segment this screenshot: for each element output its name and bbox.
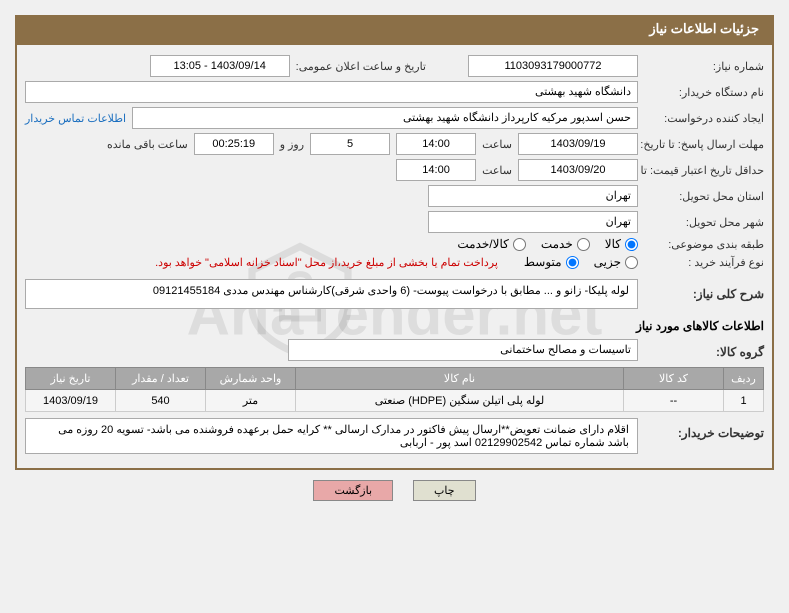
requester-field: حسن اسدپور مرکیه کارپرداز دانشگاه شهید ب… (132, 107, 638, 129)
button-bar: چاپ بازگشت (0, 480, 789, 501)
time-word-2: ساعت (482, 164, 512, 177)
th-date: تاریخ نیاز (26, 368, 116, 390)
countdown-field: 00:25:19 (194, 133, 274, 155)
radio-partial[interactable]: جزیی (594, 255, 638, 269)
goods-info-label: اطلاعات کالاهای مورد نیاز (25, 319, 764, 333)
validity-date-field: 1403/09/20 (518, 159, 638, 181)
radio-medium-input[interactable] (566, 256, 579, 269)
table-row: 1 -- لوله پلی اتیلن سنگین (HDPE) صنعتی م… (26, 390, 764, 412)
radio-goods-input[interactable] (625, 238, 638, 251)
general-desc-label: شرح کلی نیاز: (644, 287, 764, 301)
deadline-date-field: 1403/09/19 (518, 133, 638, 155)
cell-date: 1403/09/19 (26, 390, 116, 412)
buyer-org-field: دانشگاه شهید بهشتی (25, 81, 638, 103)
time-word-1: ساعت (482, 138, 512, 151)
th-unit: واحد شمارش (206, 368, 296, 390)
print-button[interactable]: چاپ (413, 480, 476, 501)
category-label: طبقه بندی موضوعی: (644, 238, 764, 251)
purchase-type-radio-group: جزیی متوسط (524, 255, 638, 269)
cell-qty: 540 (116, 390, 206, 412)
delivery-city-label: شهر محل تحویل: (644, 216, 764, 229)
radio-partial-input[interactable] (625, 256, 638, 269)
requester-label: ایجاد کننده درخواست: (644, 112, 764, 125)
back-button[interactable]: بازگشت (313, 480, 393, 501)
need-number-label: شماره نیاز: (644, 60, 764, 73)
purchase-type-label: نوع فرآیند خرید : (644, 256, 764, 269)
main-panel: شماره نیاز: 1103093179000772 تاریخ و ساع… (15, 43, 774, 470)
radio-goods-service-input[interactable] (513, 238, 526, 251)
buyer-notes-label: توضیحات خریدار: (644, 426, 764, 440)
radio-medium[interactable]: متوسط (524, 255, 579, 269)
th-row: ردیف (724, 368, 764, 390)
announce-date-label: تاریخ و ساعت اعلان عمومی: (296, 60, 426, 73)
th-code: کد کالا (624, 368, 724, 390)
radio-service[interactable]: خدمت (541, 237, 590, 251)
th-qty: تعداد / مقدار (116, 368, 206, 390)
goods-table: ردیف کد کالا نام کالا واحد شمارش تعداد /… (25, 367, 764, 412)
category-radio-group: کالا خدمت کالا/خدمت (457, 237, 638, 251)
cell-unit: متر (206, 390, 296, 412)
goods-group-field: تاسیسات و مصالح ساختمانی (288, 339, 638, 361)
purchase-note: پرداخت تمام یا بخشی از مبلغ خرید،از محل … (155, 256, 498, 269)
buyer-org-label: نام دستگاه خریدار: (644, 86, 764, 99)
cell-code: -- (624, 390, 724, 412)
th-name: نام کالا (296, 368, 624, 390)
need-number-field: 1103093179000772 (468, 55, 638, 77)
general-desc-field: لوله پلیکا- زانو و ... مطابق با درخواست … (25, 279, 638, 309)
radio-service-input[interactable] (577, 238, 590, 251)
radio-goods[interactable]: کالا (605, 237, 638, 251)
remaining-word: ساعت باقی مانده (107, 138, 188, 151)
cell-row: 1 (724, 390, 764, 412)
goods-group-label: گروه کالا: (644, 345, 764, 359)
days-count-field: 5 (310, 133, 390, 155)
deadline-time-field: 14:00 (396, 133, 476, 155)
buyer-notes-field: اقلام دارای ضمانت تعویض**ارسال پیش فاکتو… (25, 418, 638, 454)
validity-label: حداقل تاریخ اعتبار قیمت: تا تاریخ: (644, 164, 764, 177)
announce-date-field: 1403/09/14 - 13:05 (150, 55, 290, 77)
delivery-province-field: تهران (428, 185, 638, 207)
radio-goods-service[interactable]: کالا/خدمت (457, 237, 525, 251)
delivery-city-field: تهران (428, 211, 638, 233)
deadline-label: مهلت ارسال پاسخ: تا تاریخ: (644, 138, 764, 151)
days-word: روز و (280, 138, 304, 151)
contact-link[interactable]: اطلاعات تماس خریدار (25, 112, 126, 125)
cell-name: لوله پلی اتیلن سنگین (HDPE) صنعتی (296, 390, 624, 412)
delivery-province-label: استان محل تحویل: (644, 190, 764, 203)
validity-time-field: 14:00 (396, 159, 476, 181)
panel-title: جزئیات اطلاعات نیاز (649, 21, 759, 36)
panel-header: جزئیات اطلاعات نیاز (15, 15, 774, 43)
